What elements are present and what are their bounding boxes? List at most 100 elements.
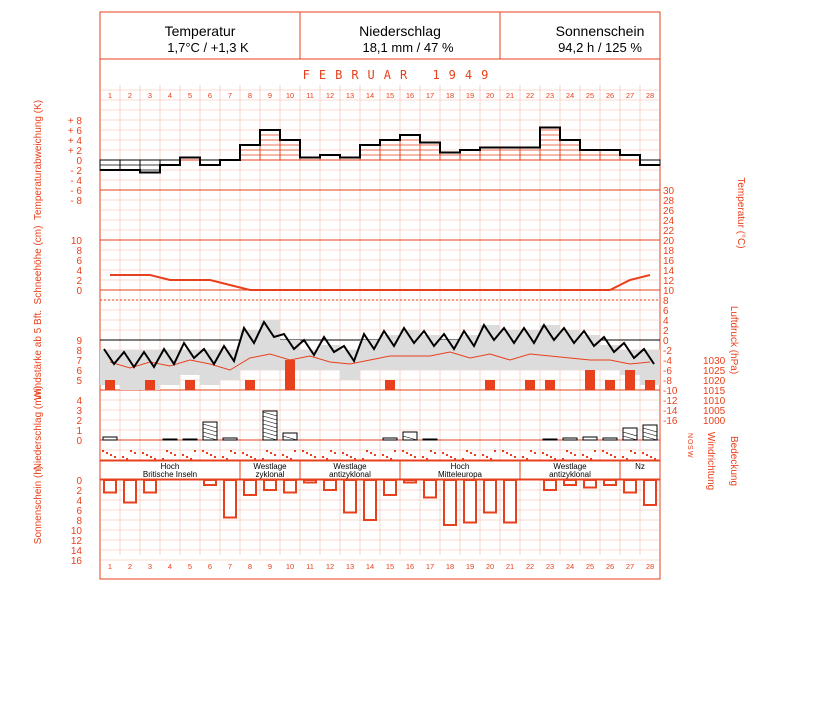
wind-dir-dot <box>230 450 232 452</box>
wind-dir-dot <box>214 456 216 458</box>
sunshine-bar <box>323 479 337 491</box>
day-label-bottom: 19 <box>466 562 474 571</box>
wind-dir-dot <box>414 456 416 458</box>
temperature-tick: 26 <box>663 206 675 217</box>
day-label-top: 17 <box>426 91 434 100</box>
wind-bar <box>525 380 535 390</box>
temperature-tick: 4 <box>663 316 669 327</box>
day-label-top: 2 <box>128 91 132 100</box>
wind-dir-dot <box>146 454 148 456</box>
wind-dir-dot <box>510 454 512 456</box>
wind-dir-dot <box>182 454 184 456</box>
wind-dir-dot <box>530 450 532 452</box>
day-label-bottom: 4 <box>168 562 172 571</box>
wind-dir-dot <box>150 456 152 458</box>
mean-temp-block <box>320 345 340 370</box>
wind-dir-dot <box>486 456 488 458</box>
temperature-tick: -12 <box>663 396 678 407</box>
wind-dir-dot <box>574 454 576 456</box>
weather-type-line2: antizyklonal <box>549 470 591 479</box>
day-label-bottom: 9 <box>268 562 272 571</box>
sunshine-bar <box>423 479 437 499</box>
day-label-bottom: 13 <box>346 562 354 571</box>
sunshine-bar <box>123 479 137 504</box>
day-label-top: 5 <box>188 91 192 100</box>
sunshine-bar <box>463 479 477 524</box>
temp-dev-tick: + 6 <box>68 126 83 137</box>
sun-tick: 2 <box>76 486 82 497</box>
wind-dir-dot <box>446 454 448 456</box>
wind-dir-dot <box>602 450 604 452</box>
pressure-axis-label: Luftdruck (hPa) <box>728 306 739 374</box>
wind-dir-dot <box>622 456 624 458</box>
sunshine-bar <box>383 479 397 496</box>
wind-dir-dot <box>306 452 308 454</box>
mean-temp-block <box>260 320 280 370</box>
wind-dir-dot <box>274 454 276 456</box>
wind-dir-dot <box>514 456 516 458</box>
snow-depth-line <box>110 274 651 291</box>
weather-type-line1: Westlage <box>333 462 367 471</box>
temp-dev-bar <box>479 147 501 161</box>
day-label-top: 7 <box>228 91 232 100</box>
pressure-tick: 1015 <box>703 386 726 397</box>
wind-dir-dot <box>522 456 524 458</box>
day-label-bottom: 26 <box>606 562 614 571</box>
wind-dir-dot <box>470 452 472 454</box>
sun-tick: 6 <box>76 506 82 517</box>
wind-dir-dot <box>202 450 204 452</box>
axis-texts: 1122334455667788991010111112121313141415… <box>68 91 726 571</box>
temp-dev-axis-label: Temperaturabweichung (K) <box>33 100 44 220</box>
temp-dev-tick: - 8 <box>70 196 82 207</box>
wind-bar <box>145 380 155 390</box>
day-label-top: 26 <box>606 91 614 100</box>
pressure-tick: 1025 <box>703 366 726 377</box>
precip-bar <box>582 436 598 441</box>
wind-dir-tick: O <box>686 439 693 445</box>
day-label-bottom: 25 <box>586 562 594 571</box>
weather-type-line1: Hoch <box>161 462 180 471</box>
mean-temp-block <box>200 350 220 385</box>
wind-dir-dot <box>110 454 112 456</box>
wind-dir-dot <box>270 452 272 454</box>
sunshine-bar <box>283 479 297 494</box>
wind-bar <box>105 380 115 390</box>
weather-type-box <box>619 460 661 480</box>
precip-hatch <box>622 435 638 441</box>
weather-type-line2: Mitteleuropa <box>438 470 483 479</box>
day-label-bottom: 6 <box>208 562 212 571</box>
wind-dir-dot <box>426 458 428 460</box>
precip-hatch <box>262 427 278 433</box>
wind-dir-dot <box>342 452 344 454</box>
wind-dir-dot <box>410 454 412 456</box>
precipitation-title: Niederschlag <box>359 23 441 39</box>
mean-temp-block <box>540 325 560 370</box>
precip-bar <box>202 421 218 441</box>
wind-dir-dot <box>390 458 392 460</box>
weather-type-line2: antizyklonal <box>329 470 371 479</box>
wind-dir-tick: S <box>686 445 693 450</box>
day-label-bottom: 7 <box>228 562 232 571</box>
wind-dir-dot <box>322 456 324 458</box>
wind-dir-dot <box>554 458 556 460</box>
precip-bar <box>382 437 398 441</box>
wind-dir-dot <box>502 450 504 452</box>
wind-dir-dot <box>254 458 256 460</box>
wind-dir-dot <box>166 450 168 452</box>
temperature-line <box>103 319 655 369</box>
wind-dir-dot <box>190 458 192 460</box>
wind-dir-dot <box>454 458 456 460</box>
day-label-top: 19 <box>466 91 474 100</box>
wind-dir-dot <box>474 454 476 456</box>
wind-dir-dot <box>186 456 188 458</box>
temperature-tick: -2 <box>663 346 672 357</box>
wind-dir-dot <box>466 450 468 452</box>
temp-dev-bar <box>499 147 521 161</box>
day-label-top: 27 <box>626 91 634 100</box>
wind-dir-dot <box>506 452 508 454</box>
sunshine-bar <box>303 479 317 484</box>
wind-dir-dot <box>122 456 124 458</box>
pressure-tick: 1010 <box>703 396 726 407</box>
weather-type-line2: Britische Inseln <box>143 470 197 479</box>
day-label-bottom: 20 <box>486 562 494 571</box>
